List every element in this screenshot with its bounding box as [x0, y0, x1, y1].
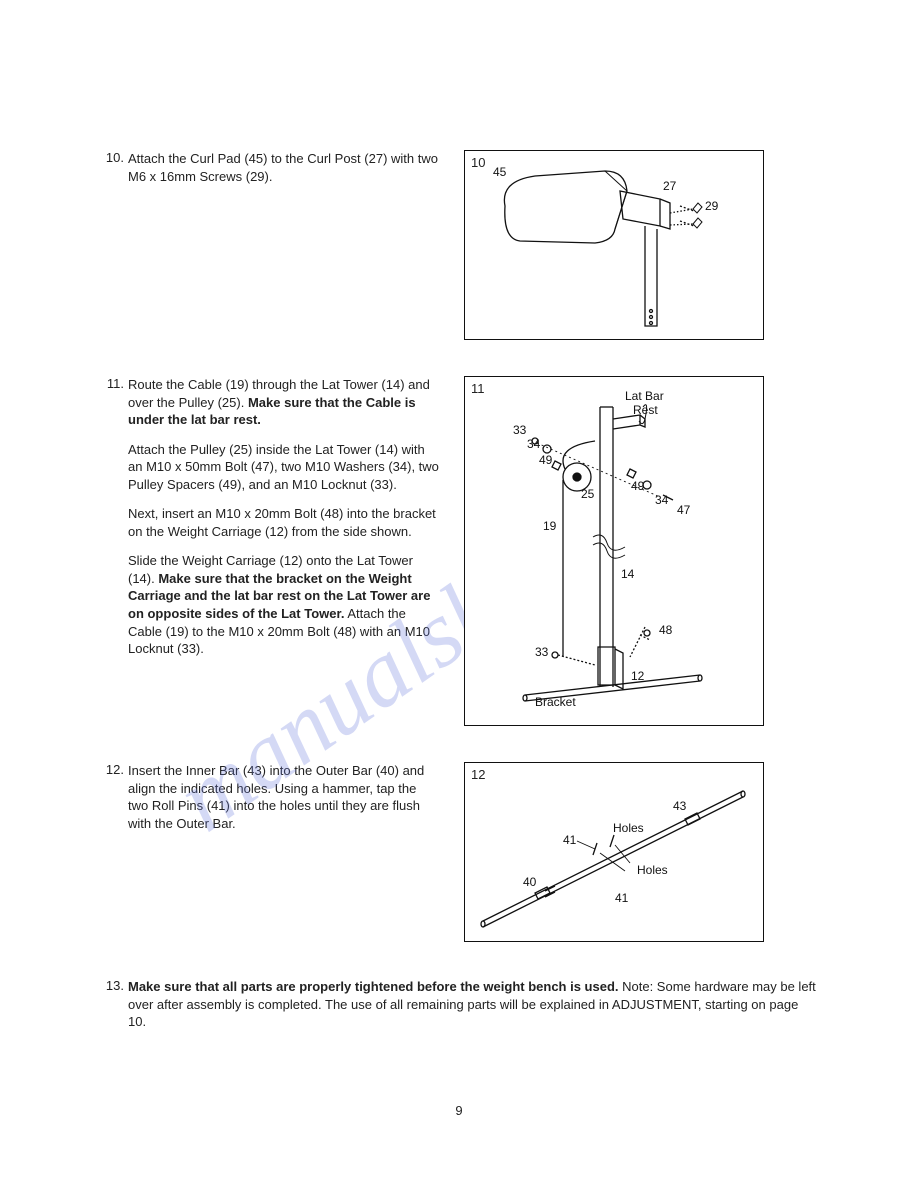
step-12-body: Insert the Inner Bar (43) into the Outer…: [128, 762, 440, 844]
step-13-number: 13.: [100, 978, 128, 1043]
step-13-row: 13. Make sure that all parts are properl…: [100, 978, 818, 1043]
fig12-label-41b: 41: [615, 891, 628, 905]
step-12-text: 12. Insert the Inner Bar (43) into the O…: [100, 762, 440, 844]
fig11-label-latbar: Lat Bar: [625, 389, 664, 403]
step-11-row: 11. Route the Cable (19) through the Lat…: [100, 376, 818, 726]
step-12-number: 12.: [100, 762, 128, 844]
fig10-label-27: 27: [663, 179, 676, 193]
step-13-body: Make sure that all parts are properly ti…: [128, 978, 818, 1043]
step-13-p1a: Make sure that all parts are properly ti…: [128, 979, 619, 994]
fig11-label-33b: 33: [535, 645, 548, 659]
fig11-label-34a: 34: [527, 437, 540, 451]
figure-11-svg: [465, 377, 761, 723]
step-10-p1: Attach the Curl Pad (45) to the Curl Pos…: [128, 151, 438, 184]
step-10-number: 10.: [100, 150, 128, 197]
step-11-p2: Attach the Pulley (25) inside the Lat To…: [128, 441, 440, 494]
figure-10: 10 45 27 29: [464, 150, 764, 340]
fig12-label-43: 43: [673, 799, 686, 813]
fig10-label-45: 45: [493, 165, 506, 179]
fig11-label-34b: 34: [655, 493, 668, 507]
step-12-p1: Insert the Inner Bar (43) into the Outer…: [128, 762, 440, 832]
fig11-label-25: 25: [581, 487, 594, 501]
step-11-body: Route the Cable (19) through the Lat Tow…: [128, 376, 440, 670]
fig11-label-49b: 49: [631, 479, 644, 493]
fig11-label-19: 19: [543, 519, 556, 533]
step-12-row: 12. Insert the Inner Bar (43) into the O…: [100, 762, 818, 942]
fig11-label-33a: 33: [513, 423, 526, 437]
step-11-text: 11. Route the Cable (19) through the Lat…: [100, 376, 440, 670]
fig12-label-41a: 41: [563, 833, 576, 847]
step-10-text: 10. Attach the Curl Pad (45) to the Curl…: [100, 150, 440, 197]
fig11-label-bracket: Bracket: [535, 695, 576, 709]
figure-12-svg: [465, 763, 761, 939]
step-11-number: 11.: [100, 376, 128, 670]
figure-12: 12 43 Holes 41 40 Holes 41: [464, 762, 764, 942]
fig11-label-48: 48: [659, 623, 672, 637]
figure-10-svg: [465, 151, 761, 337]
fig11-label-rest: Rest: [633, 403, 658, 417]
figure-10-number: 10: [471, 155, 485, 170]
figure-11-number: 11: [471, 381, 485, 396]
fig10-label-29: 29: [705, 199, 718, 213]
fig12-label-40: 40: [523, 875, 536, 889]
step-11-p3: Next, insert an M10 x 20mm Bolt (48) int…: [128, 505, 440, 540]
step-10-row: 10. Attach the Curl Pad (45) to the Curl…: [100, 150, 818, 340]
fig11-label-49a: 49: [539, 453, 552, 467]
step-10-body: Attach the Curl Pad (45) to the Curl Pos…: [128, 150, 440, 197]
fig12-label-holes2: Holes: [637, 863, 668, 877]
fig12-label-holes1: Holes: [613, 821, 644, 835]
figure-11: 11: [464, 376, 764, 726]
fig11-label-47: 47: [677, 503, 690, 517]
page-number: 9: [455, 1103, 462, 1118]
fig11-label-12: 12: [631, 669, 644, 683]
fig11-label-14: 14: [621, 567, 634, 581]
figure-12-number: 12: [471, 767, 485, 782]
